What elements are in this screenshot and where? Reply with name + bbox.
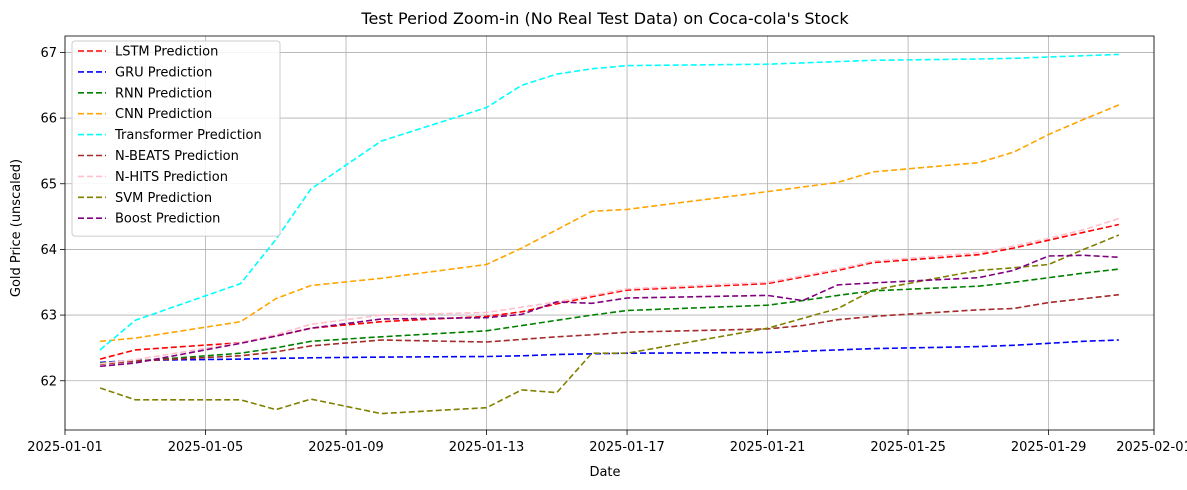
legend-label: Boost Prediction <box>115 212 220 227</box>
series-line-rnn-prediction <box>100 268 1119 364</box>
x-tick-label: 2025-01-13 <box>449 440 525 455</box>
plot-frame <box>64 35 1155 431</box>
y-tick-label: 64 <box>40 243 57 258</box>
axes <box>64 35 1155 431</box>
x-tick-label: 2025-01-09 <box>308 440 384 455</box>
y-tick-label: 65 <box>40 177 57 192</box>
x-tick-label: 2025-02-01 <box>1116 440 1187 455</box>
x-tick-label: 2025-01-17 <box>589 440 665 455</box>
x-axis-label: Date <box>589 465 620 480</box>
series-line-transformer-prediction <box>99 53 1119 351</box>
legend-label: Transformer Prediction <box>114 128 262 143</box>
y-tick-label: 67 <box>40 46 57 61</box>
x-tick-label: 2025-01-29 <box>1011 440 1087 455</box>
series-line-boost-prediction <box>100 254 1119 368</box>
x-tick-label: 2025-01-21 <box>730 440 806 455</box>
y-axis-ticks: 62 63 64 65 66 67 <box>40 46 65 389</box>
x-tick-label: 2025-01-05 <box>168 440 244 455</box>
series-line-gru-prediction <box>100 339 1119 364</box>
y-tick-label: 66 <box>40 112 57 127</box>
legend-box <box>71 40 281 237</box>
y-axis-label: Gold Price (unscaled) <box>9 159 24 297</box>
legend-label: LSTM Prediction <box>115 45 218 60</box>
series-line-n-hits-prediction <box>100 217 1120 365</box>
x-axis-ticks: 2025-01-01 2025-01-05 2025-01-09 2025-01-13… <box>27 430 1187 455</box>
chart-title: Test Period Zoom-in (No Real Test Data) … <box>360 9 849 28</box>
legend-label: SVM Prediction <box>115 191 212 206</box>
series-line-n-beats-prediction <box>100 293 1119 366</box>
y-tick-label: 63 <box>40 309 57 324</box>
series-line-svm-prediction <box>99 234 1120 415</box>
x-tick-label: 2025-01-25 <box>870 440 946 455</box>
legend-label: CNN Prediction <box>115 107 212 122</box>
legend-label: GRU Prediction <box>115 65 212 80</box>
legend: LSTM Prediction GRU Prediction RNN Predict… <box>71 40 281 237</box>
series-lines <box>99 53 1120 415</box>
legend-label: N-HITS Prediction <box>115 170 228 185</box>
legend-label: N-BEATS Prediction <box>115 149 239 164</box>
x-tick-label: 2025-01-01 <box>27 440 103 455</box>
legend-label: RNN Prediction <box>115 86 212 101</box>
series-line-cnn-prediction <box>100 104 1120 343</box>
y-tick-label: 62 <box>40 374 57 389</box>
